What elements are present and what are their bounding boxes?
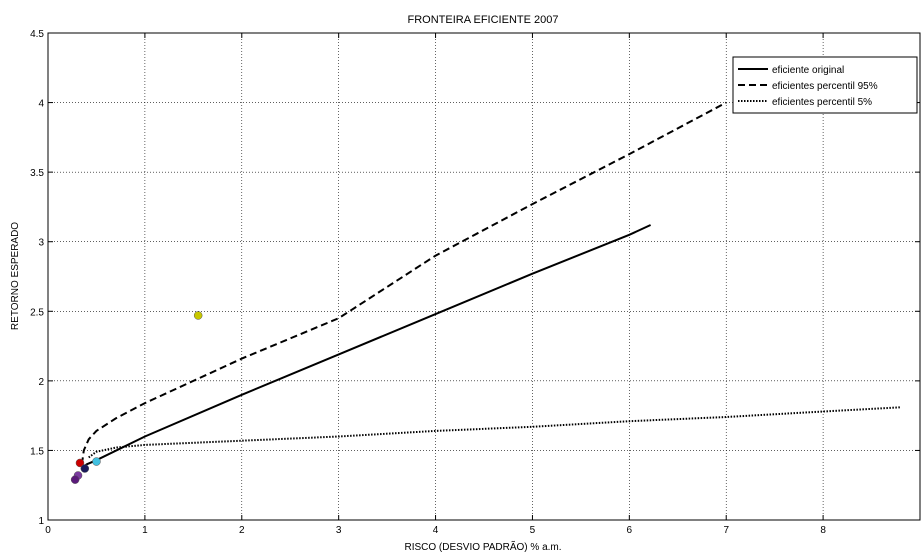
legend: eficiente original eficientes percentil 9… xyxy=(732,56,918,114)
y-tick-label: 2.5 xyxy=(30,307,44,318)
legend-label: eficientes percentil 95% xyxy=(772,81,878,92)
y-tick-label: 1.5 xyxy=(30,446,44,457)
series-layer xyxy=(80,101,901,468)
y-tick-label: 4.5 xyxy=(30,29,44,40)
x-tick-label: 0 xyxy=(45,525,51,536)
y-tick-label: 3.5 xyxy=(30,168,44,179)
y-tick-label: 2 xyxy=(38,377,44,388)
x-tick-label: 6 xyxy=(627,525,633,536)
asset-point xyxy=(80,464,90,473)
x-tick-label: 2 xyxy=(239,525,245,536)
y-axis-label: RETORNO ESPERADO xyxy=(10,222,21,330)
y-tick-label: 4 xyxy=(38,99,44,110)
x-axis-label: RISCO (DESVIO PADRÃO) % a.m. xyxy=(404,540,561,552)
legend-label: eficientes percentil 5% xyxy=(772,97,872,108)
legend-label: eficiente original xyxy=(772,65,844,76)
plot-area-frame xyxy=(47,32,921,521)
asset-point xyxy=(193,311,203,320)
y-tick-label: 1 xyxy=(38,516,44,527)
chart-title: FRONTEIRA EFICIENTE 2007 xyxy=(408,14,559,26)
x-tick-label: 3 xyxy=(336,525,342,536)
axis-ticks: 0 1 2 3 4 5 6 7 811.522.533.544.5 xyxy=(30,29,920,536)
asset-point xyxy=(70,475,80,484)
y-tick-label: 3 xyxy=(38,238,44,249)
asset-point xyxy=(92,457,101,466)
series-line-solid xyxy=(82,224,652,468)
x-tick-label: 4 xyxy=(433,525,439,536)
x-tick-label: 5 xyxy=(530,525,536,536)
x-tick-label: 7 xyxy=(723,525,729,536)
points-layer xyxy=(70,311,203,484)
series-line-dashed xyxy=(80,101,727,465)
asset-point xyxy=(75,458,85,468)
x-tick-label: 8 xyxy=(820,525,826,536)
x-tick-label: 1 xyxy=(142,525,148,536)
series-line-dotted xyxy=(88,406,901,459)
